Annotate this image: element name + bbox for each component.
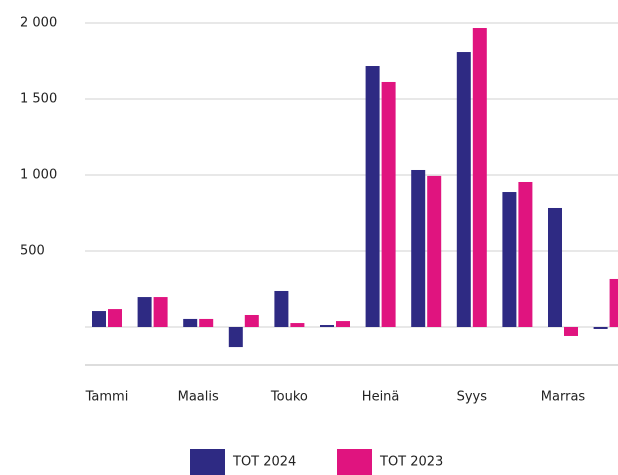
bar bbox=[518, 181, 533, 327]
x-tick-label: Heinä bbox=[362, 390, 400, 405]
y-tick-label: 2 000 bbox=[20, 16, 57, 31]
bar bbox=[456, 52, 471, 327]
y-tick-label: 1 000 bbox=[20, 168, 57, 183]
bar bbox=[228, 327, 243, 348]
bar bbox=[290, 323, 305, 327]
bar bbox=[244, 314, 259, 327]
bar bbox=[274, 290, 289, 327]
bar bbox=[502, 192, 517, 327]
legend-label: TOT 2023 bbox=[379, 455, 443, 470]
x-tick-label: Marras bbox=[541, 390, 586, 405]
y-tick-label: 1 500 bbox=[20, 92, 57, 107]
bar bbox=[365, 66, 380, 328]
legend-label: TOT 2024 bbox=[232, 455, 296, 470]
bar bbox=[108, 309, 122, 327]
y-tick-label: 500 bbox=[20, 244, 45, 259]
x-tick-label: Tammi bbox=[85, 390, 129, 405]
bar bbox=[336, 321, 350, 327]
bar bbox=[183, 318, 198, 327]
bar bbox=[381, 81, 396, 327]
bar bbox=[92, 311, 106, 327]
bar bbox=[411, 169, 426, 327]
legend-swatch bbox=[337, 449, 372, 475]
bar bbox=[137, 297, 152, 327]
bar bbox=[472, 28, 487, 328]
bar bbox=[199, 318, 214, 327]
legend-swatch bbox=[190, 449, 225, 475]
bar bbox=[153, 297, 168, 327]
bar bbox=[320, 325, 334, 327]
bar bbox=[427, 175, 442, 327]
bar bbox=[548, 207, 562, 327]
bar bbox=[609, 278, 618, 327]
bar bbox=[593, 327, 608, 329]
x-tick-label: Maalis bbox=[178, 390, 219, 405]
bar bbox=[564, 327, 578, 336]
x-tick-label: Syys bbox=[457, 390, 488, 405]
x-tick-label: Touko bbox=[270, 390, 308, 405]
